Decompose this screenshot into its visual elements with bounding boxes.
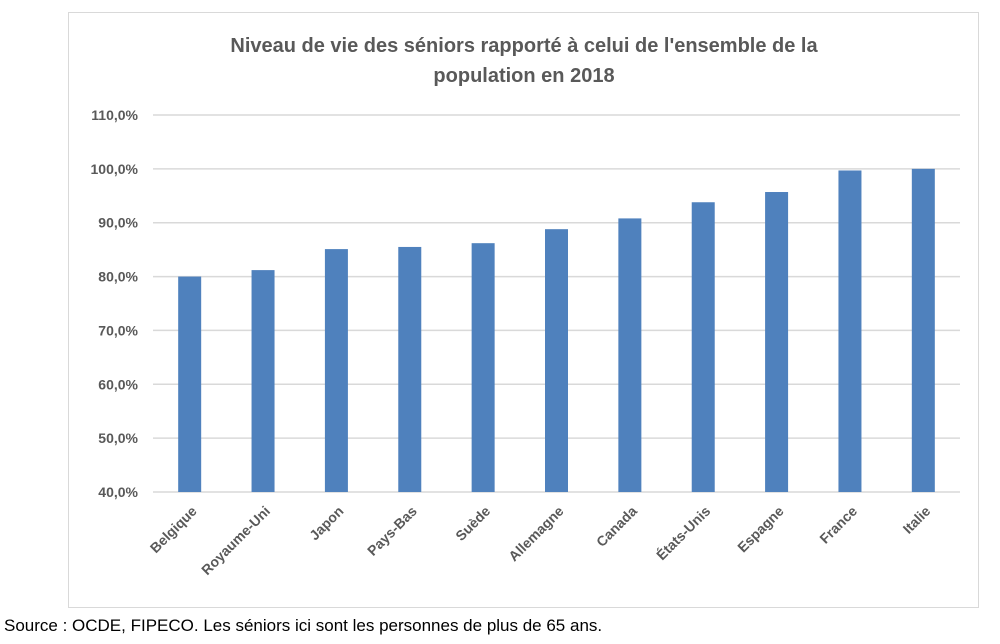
y-tick-label: 50,0% — [98, 430, 138, 446]
y-tick-label: 60,0% — [98, 376, 138, 392]
y-tick-label: 70,0% — [98, 322, 138, 338]
bar-France — [838, 170, 862, 493]
x-tick-label: Espagne — [734, 503, 787, 556]
bar-Allemagne — [545, 229, 568, 493]
y-tick-label: 90,0% — [98, 215, 138, 231]
x-tick-label: Allemagne — [505, 503, 567, 565]
y-tick-label: 110,0% — [91, 107, 138, 123]
y-tick-label: 80,0% — [98, 269, 138, 285]
source-note: Source : OCDE, FIPECO. Les séniors ici s… — [4, 616, 603, 635]
bar-Canada — [618, 218, 642, 493]
y-tick-label: 100,0% — [91, 161, 139, 177]
chart-frame — [68, 12, 979, 608]
bar-Italie — [911, 168, 935, 492]
bar-États-Unis — [691, 202, 715, 492]
bar-Suède — [471, 243, 495, 492]
x-tick-label: Canada — [593, 503, 640, 550]
bar-Pays-Bas — [398, 246, 422, 492]
x-tick-label: Pays-Bas — [364, 503, 420, 559]
x-tick-label: France — [816, 503, 860, 547]
x-tick-label: Royaume-Uni — [198, 503, 273, 578]
chart-title-line-2: population en 2018 — [433, 65, 614, 87]
bar-Espagne — [765, 192, 789, 492]
x-tick-label: Belgique — [147, 503, 200, 556]
x-tick-label: Suède — [452, 503, 493, 544]
x-tick-label: Japon — [306, 503, 346, 543]
bar-Royaume-Uni — [251, 270, 275, 492]
bar-Japon — [324, 249, 348, 492]
y-tick-label: 40,0% — [98, 484, 138, 500]
bar-Belgique — [178, 276, 202, 492]
chart-title-line-1: Niveau de vie des séniors rapporté à cel… — [230, 35, 818, 57]
x-tick-label: États-Unis — [653, 503, 713, 563]
x-tick-label: Italie — [900, 503, 934, 537]
